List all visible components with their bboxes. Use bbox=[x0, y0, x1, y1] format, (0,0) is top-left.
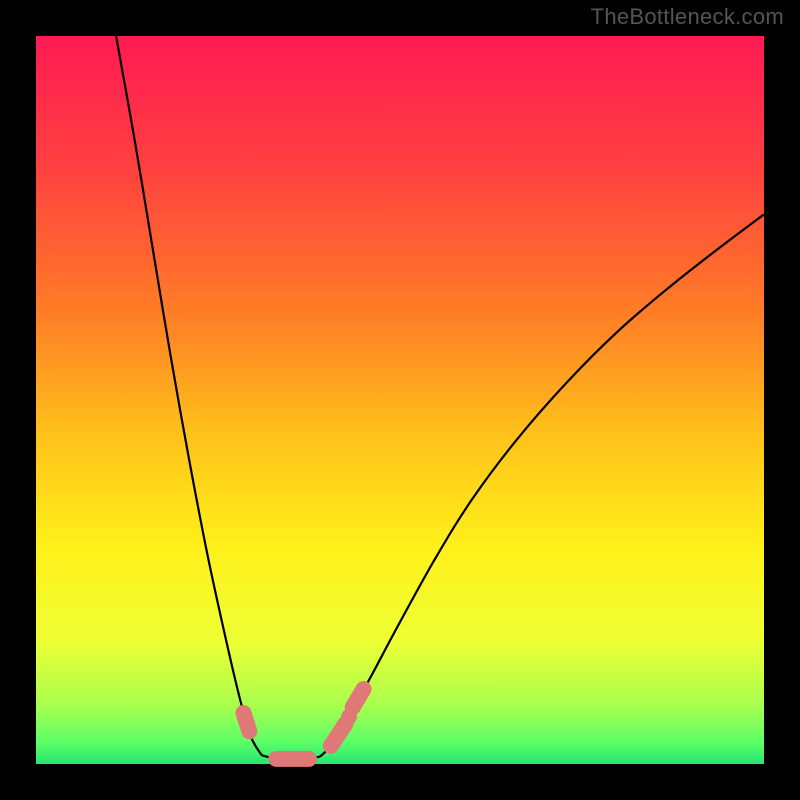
plot-area bbox=[36, 36, 764, 764]
data-marker bbox=[243, 713, 249, 731]
chart-container: TheBottleneck.com bbox=[0, 0, 800, 800]
data-marker bbox=[353, 689, 364, 707]
bottleneck-curve-right bbox=[320, 214, 764, 756]
data-marker bbox=[331, 724, 346, 746]
bottleneck-curve-left bbox=[116, 36, 262, 755]
curve-layer bbox=[36, 36, 764, 764]
watermark-text: TheBottleneck.com bbox=[591, 4, 784, 30]
